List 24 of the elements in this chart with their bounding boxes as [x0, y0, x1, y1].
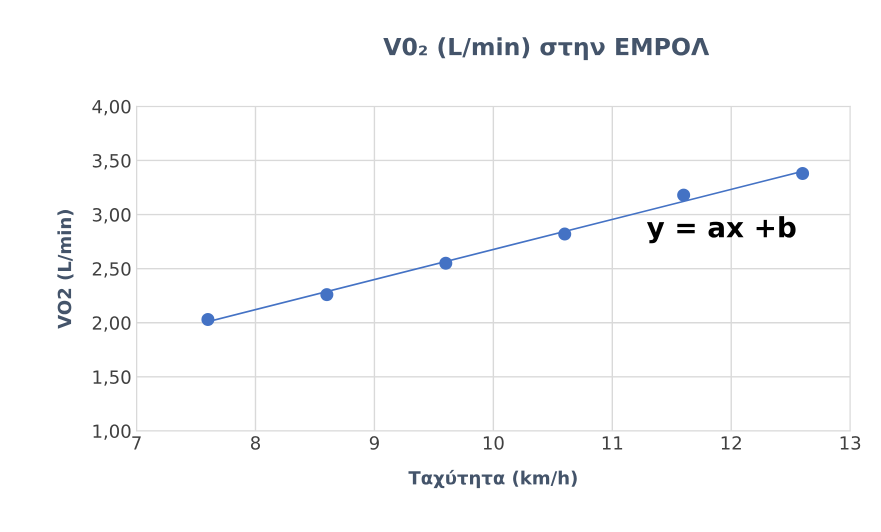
- x-tick-label: 13: [840, 436, 860, 450]
- point: [320, 288, 334, 302]
- point: [796, 166, 810, 180]
- x-tick-label: 12: [722, 436, 741, 450]
- y-tick-label: 3,50: [92, 154, 130, 170]
- y-tick-label: 3,00: [92, 208, 130, 224]
- x-tick-label: 11: [602, 436, 622, 450]
- chart-title: V0₂ (L/min) στην ΕΜΡΟΛ: [383, 37, 710, 60]
- y-tick-label: 1,00: [93, 424, 130, 440]
- x-tick-label: 10: [484, 436, 504, 450]
- y-tick-label: 1,50: [93, 370, 130, 386]
- y-tick-label: 4,00: [92, 100, 130, 116]
- x-tick-label: 7: [132, 436, 141, 450]
- y-tick-label: 2,50: [92, 262, 130, 278]
- y-axis-title: VO2 (L/min): [57, 210, 74, 329]
- point: [677, 188, 690, 202]
- x-tick-label: 9: [370, 436, 379, 450]
- x-axis-title: Ταχύτητα (km/h): [408, 470, 577, 488]
- annotation: y = ax +b: [646, 216, 796, 244]
- point: [558, 228, 572, 241]
- y-tick-label: 2,00: [92, 316, 130, 332]
- point: [439, 256, 452, 270]
- x-tick-label: 8: [250, 436, 260, 450]
- point: [201, 312, 214, 326]
